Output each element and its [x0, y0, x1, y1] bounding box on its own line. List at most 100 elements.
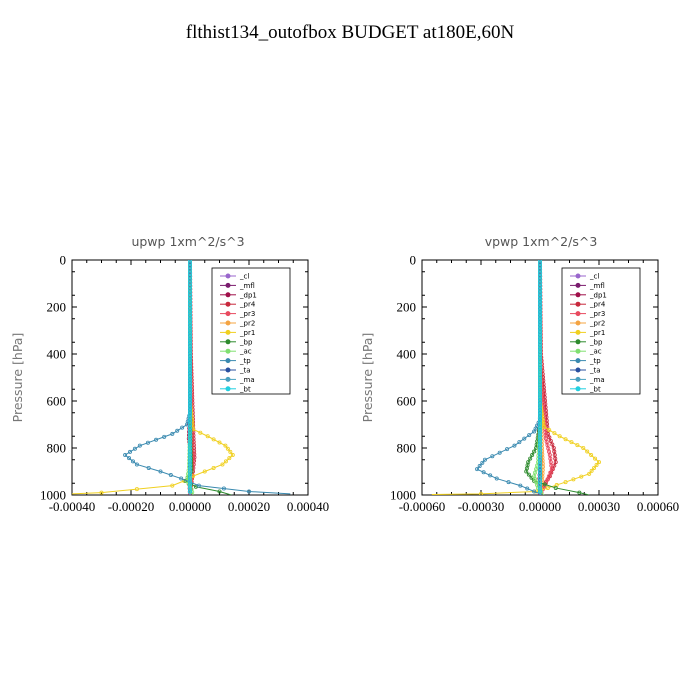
data-point: [168, 473, 173, 478]
data-point: [198, 430, 203, 435]
legend-box: [561, 267, 641, 395]
data-point: [532, 429, 537, 434]
data-point: [505, 447, 510, 452]
data-point: [162, 434, 167, 439]
data-point: [134, 487, 139, 492]
legend-label: _ac: [589, 348, 602, 356]
data-point: [494, 476, 499, 481]
legend-label: _pr3: [589, 310, 605, 318]
x-tick-label: -0.00030: [458, 499, 505, 514]
legend-label: _dp1: [589, 291, 607, 299]
data-point: [581, 445, 586, 450]
data-point: [512, 443, 517, 448]
legend-swatch-marker: [225, 329, 231, 335]
data-point: [547, 435, 552, 440]
series_bt: [538, 260, 543, 495]
data-point: [545, 485, 550, 490]
legend-swatch-marker: [225, 348, 231, 354]
legend-label: _pr4: [589, 301, 606, 309]
chart-panel-2: vpwp 1xm^2/s^3 Pressure [hPa] 0 200 400 600 80…: [360, 234, 679, 514]
series-line: [72, 260, 234, 495]
data-point: [527, 433, 532, 438]
x-tick-label: 0.00060: [637, 499, 679, 514]
legend-swatch-marker: [225, 301, 231, 307]
legend-label: _dp1: [239, 291, 257, 299]
series-line: [476, 260, 543, 495]
data-point: [532, 489, 537, 494]
data-point: [228, 449, 233, 454]
data-point: [196, 483, 201, 488]
y-tick-label: 0: [60, 253, 67, 268]
legend-swatch-marker: [575, 358, 581, 364]
data-point: [575, 443, 580, 448]
legend-label: _bp: [239, 338, 253, 346]
legend-label: _tp: [589, 357, 601, 365]
data-point: [538, 489, 543, 494]
legend-swatch-marker: [575, 329, 581, 335]
data-point: [571, 477, 576, 482]
legend-box: [211, 267, 291, 395]
data-point: [597, 460, 602, 465]
data-point: [517, 440, 522, 445]
legend-label: _pr2: [239, 320, 255, 328]
x-tick-label: 0.00000: [519, 499, 561, 514]
data-point: [225, 446, 230, 451]
data-point: [563, 480, 568, 485]
legend-swatch-marker: [575, 367, 581, 373]
legend-swatch-marker: [225, 273, 231, 279]
data-point: [480, 460, 485, 465]
data-point: [488, 473, 493, 478]
series_bt: [187, 260, 192, 495]
data-point: [137, 443, 142, 448]
data-point: [175, 428, 180, 433]
data-point: [481, 470, 486, 475]
data-point: [533, 470, 538, 475]
data-point: [546, 474, 551, 479]
y-tick-label: 600: [47, 394, 67, 409]
series-line: [124, 260, 291, 495]
legend-swatch-marker: [225, 367, 231, 373]
data-point: [557, 434, 562, 439]
legend-label: _ta: [239, 367, 251, 375]
legend-swatch-marker: [225, 282, 231, 288]
legend-swatch-marker: [575, 311, 581, 317]
data-point: [552, 431, 557, 436]
data-point: [541, 424, 546, 429]
data-point: [589, 468, 594, 473]
x-tick-label: 0.00030: [578, 499, 620, 514]
data-point: [230, 453, 235, 458]
legend-label: _mfl: [589, 282, 605, 290]
data-point: [594, 463, 599, 468]
legend-swatch-marker: [225, 320, 231, 326]
y-tick-label: 1000: [40, 488, 66, 503]
x-tick-label: -0.00040: [49, 499, 96, 514]
legend-label: _cl: [589, 273, 599, 281]
data-point: [548, 438, 553, 443]
data-point: [553, 485, 558, 490]
data-point: [99, 490, 104, 495]
data-point: [205, 434, 210, 439]
data-point: [545, 477, 550, 482]
data-point: [532, 449, 537, 454]
data-point: [589, 453, 594, 458]
legend-label: _mfl: [239, 282, 255, 290]
data-point: [563, 437, 568, 442]
data-point: [211, 437, 216, 442]
data-point: [593, 456, 598, 461]
data-point: [525, 486, 530, 491]
legend-swatch-marker: [225, 358, 231, 364]
data-point: [180, 425, 185, 430]
legend-label: _bp: [589, 338, 603, 346]
data-point: [479, 491, 483, 495]
x-tick-label: -0.00060: [399, 499, 446, 514]
legend-swatch-marker: [225, 339, 231, 345]
data-point: [202, 469, 207, 474]
data-point: [146, 465, 151, 470]
y-axis-label: Pressure [hPa]: [360, 333, 375, 423]
legend-label: _ta: [589, 367, 601, 375]
data-point: [548, 470, 553, 475]
data-point: [506, 480, 511, 485]
y-axis-label: Pressure [hPa]: [10, 333, 25, 423]
y-tick-label: 0: [410, 253, 417, 268]
legend-swatch-marker: [225, 311, 231, 317]
